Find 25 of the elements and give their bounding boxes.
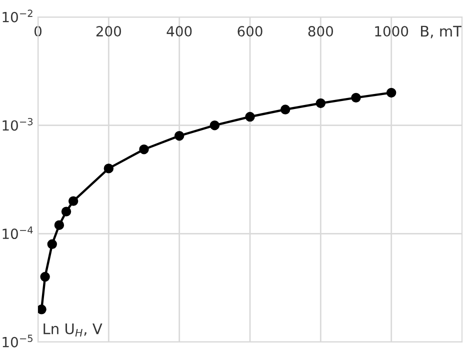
point <box>139 144 149 154</box>
point <box>104 164 114 174</box>
point <box>61 206 72 216</box>
y-axis-title: Ln U$_{H}$, V <box>44 323 102 336</box>
point <box>351 92 361 103</box>
point <box>210 120 220 130</box>
point <box>174 130 184 141</box>
y-tick-label: 10$^{−5}$ <box>2 334 32 348</box>
point <box>54 220 64 230</box>
x-tick-label: 1000 <box>375 26 408 37</box>
point <box>316 98 326 108</box>
x-tick-label: 800 <box>308 26 333 37</box>
point <box>280 104 290 114</box>
y-tick-label: 10$^{−2}$ <box>2 10 32 22</box>
x-tick-label: 200 <box>96 26 121 37</box>
point <box>47 239 57 250</box>
point <box>68 196 78 206</box>
point <box>386 88 396 98</box>
y-tick-label: 10$^{−3}$ <box>2 118 33 131</box>
y-tick-label: 10$^{−4}$ <box>2 226 33 240</box>
point <box>40 272 50 282</box>
point <box>245 112 255 122</box>
x-tick-label: 400 <box>166 26 192 37</box>
x-tick-label: 600 <box>238 26 262 37</box>
x-axis-title: B, mT <box>421 26 462 38</box>
